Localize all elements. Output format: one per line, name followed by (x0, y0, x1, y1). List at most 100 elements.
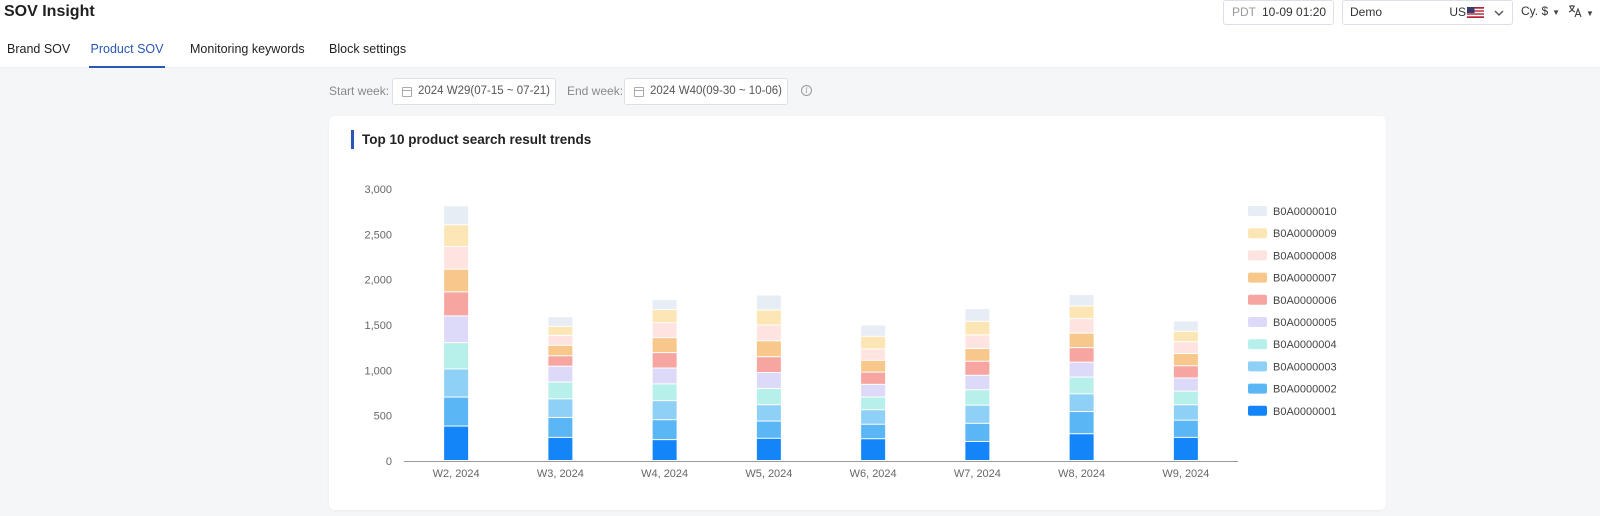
legend-label[interactable]: B0A0000002 (1273, 384, 1337, 396)
bar-segment[interactable] (965, 423, 990, 441)
legend-label[interactable]: B0A0000003 (1273, 361, 1337, 373)
bar-segment[interactable] (652, 384, 677, 401)
bar-segment[interactable] (548, 366, 573, 382)
legend-swatch[interactable] (1248, 339, 1267, 350)
tab-monitoring-keywords[interactable]: Monitoring keywords (190, 42, 305, 56)
legend-swatch[interactable] (1248, 405, 1267, 416)
bar-segment[interactable] (1069, 362, 1094, 377)
bar-segment[interactable] (444, 269, 469, 292)
bar-segment[interactable] (652, 310, 677, 323)
bar-segment[interactable] (444, 225, 469, 247)
legend-label[interactable]: B0A0000009 (1273, 228, 1337, 240)
legend-swatch[interactable] (1248, 317, 1267, 327)
bar-segment[interactable] (756, 295, 781, 310)
end-week-picker[interactable]: 2024 W40(09-30 ~ 10-06) (624, 78, 788, 105)
bar-segment[interactable] (965, 309, 990, 321)
bar-segment[interactable] (548, 345, 573, 356)
bar-segment[interactable] (1069, 348, 1094, 362)
bar-segment[interactable] (1069, 434, 1094, 460)
bar-segment[interactable] (756, 373, 781, 388)
bar-segment[interactable] (1173, 437, 1198, 460)
bar-segment[interactable] (756, 388, 781, 405)
timezone-clock[interactable]: PDT 10-09 01:20 (1223, 0, 1334, 25)
bar-segment[interactable] (548, 326, 573, 335)
legend-swatch[interactable] (1248, 250, 1267, 261)
legend-label[interactable]: B0A0000006 (1273, 295, 1337, 307)
bar-segment[interactable] (1069, 319, 1094, 333)
bar-segment[interactable] (756, 341, 781, 357)
bar-segment[interactable] (861, 439, 886, 460)
bar-segment[interactable] (652, 440, 677, 460)
bar-segment[interactable] (444, 316, 469, 343)
bar-segment[interactable] (652, 353, 677, 368)
legend-label[interactable]: B0A0000004 (1273, 339, 1337, 351)
legend-swatch[interactable] (1248, 361, 1267, 372)
bar-segment[interactable] (1173, 331, 1198, 342)
legend-swatch[interactable] (1248, 228, 1267, 239)
bar-segment[interactable] (652, 420, 677, 440)
tab-block-settings[interactable]: Block settings (329, 42, 407, 56)
bar-segment[interactable] (548, 356, 573, 366)
bar-segment[interactable] (965, 405, 990, 423)
currency-selector[interactable]: Cy. $ ▼ (1521, 0, 1560, 24)
bar-segment[interactable] (1173, 378, 1198, 391)
bar-segment[interactable] (548, 417, 573, 437)
legend-label[interactable]: B0A0000005 (1273, 317, 1337, 329)
bar-segment[interactable] (1069, 412, 1094, 434)
info-icon[interactable]: i (801, 85, 812, 96)
bar-segment[interactable] (965, 335, 990, 349)
bar-segment[interactable] (861, 336, 886, 349)
bar-segment[interactable] (965, 375, 990, 390)
legend-label[interactable]: B0A0000001 (1273, 406, 1337, 418)
bar-segment[interactable] (1173, 321, 1198, 331)
legend-label[interactable]: B0A0000010 (1273, 206, 1337, 218)
bar-segment[interactable] (548, 382, 573, 399)
bar-segment[interactable] (1173, 354, 1198, 366)
bar-segment[interactable] (444, 343, 469, 369)
legend-label[interactable]: B0A0000008 (1273, 250, 1337, 262)
legend-swatch[interactable] (1248, 272, 1267, 283)
bar-segment[interactable] (444, 247, 469, 269)
bar-segment[interactable] (1173, 420, 1198, 437)
tab-brand-sov[interactable]: Brand SOV (7, 42, 71, 56)
bar-segment[interactable] (548, 437, 573, 460)
bar-segment[interactable] (861, 360, 886, 372)
bar-segment[interactable] (965, 321, 990, 335)
bar-segment[interactable] (444, 369, 469, 397)
legend-swatch[interactable] (1248, 206, 1267, 216)
bar-segment[interactable] (756, 405, 781, 421)
bar-segment[interactable] (652, 323, 677, 338)
bar-segment[interactable] (548, 317, 573, 326)
bar-segment[interactable] (1069, 377, 1094, 394)
tab-product-sov[interactable]: Product SOV (89, 34, 165, 68)
bar-segment[interactable] (756, 438, 781, 460)
bar-segment[interactable] (548, 335, 573, 345)
bar-segment[interactable] (1069, 306, 1094, 319)
bar-segment[interactable] (861, 325, 886, 336)
legend-label[interactable]: B0A0000007 (1273, 273, 1337, 285)
bar-segment[interactable] (756, 421, 781, 438)
bar-segment[interactable] (444, 206, 469, 225)
bar-segment[interactable] (861, 349, 886, 360)
bar-segment[interactable] (965, 349, 990, 361)
bar-segment[interactable] (1173, 342, 1198, 354)
legend-swatch[interactable] (1248, 383, 1267, 394)
bar-segment[interactable] (861, 372, 886, 384)
bar-segment[interactable] (1069, 394, 1094, 412)
bar-segment[interactable] (1173, 391, 1198, 405)
bar-segment[interactable] (548, 399, 573, 417)
bar-segment[interactable] (1173, 366, 1198, 378)
bar-segment[interactable] (1069, 295, 1094, 306)
bar-segment[interactable] (444, 426, 469, 460)
bar-segment[interactable] (756, 325, 781, 341)
account-selector[interactable]: Demo US (1342, 0, 1513, 25)
bar-segment[interactable] (1173, 405, 1198, 420)
bar-segment[interactable] (756, 310, 781, 325)
bar-segment[interactable] (652, 338, 677, 353)
bar-segment[interactable] (965, 361, 990, 375)
bar-segment[interactable] (444, 292, 469, 316)
bar-segment[interactable] (444, 397, 469, 426)
bar-segment[interactable] (861, 397, 886, 410)
bar-segment[interactable] (861, 410, 886, 424)
bar-segment[interactable] (652, 300, 677, 310)
